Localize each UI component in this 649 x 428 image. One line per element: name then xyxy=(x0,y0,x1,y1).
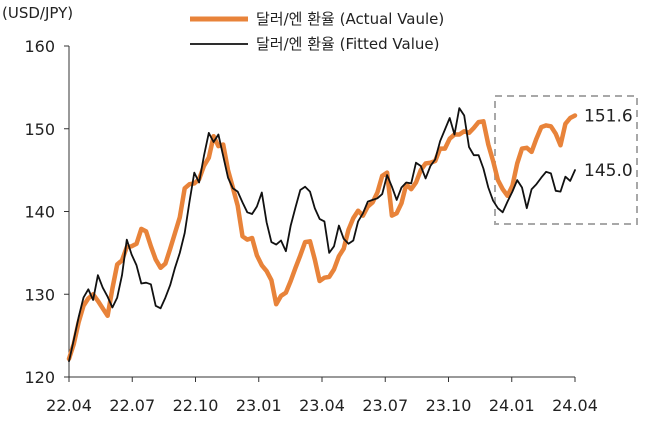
y-axis: 120 130 140 150 160 xyxy=(24,37,70,387)
legend: 달러/엔 환율 (Actual Vaule) 달러/엔 환율 (Fitted V… xyxy=(190,10,444,53)
y-tick-label: 150 xyxy=(24,120,55,139)
x-axis: 22.04 22.07 22.10 23.01 23.04 23.07 23.10 24.01… xyxy=(46,376,598,415)
x-tick-label: 22.04 xyxy=(46,396,92,415)
x-tick-label: 23.01 xyxy=(236,396,282,415)
x-tick-label: 24.01 xyxy=(489,396,535,415)
x-tick-label: 23.04 xyxy=(299,396,345,415)
y-tick-label: 160 xyxy=(24,37,55,56)
x-tick-label: 24.04 xyxy=(552,396,598,415)
legend-label-fitted: 달러/엔 환율 (Fitted Value) xyxy=(256,35,439,53)
x-tick-label: 23.10 xyxy=(426,396,472,415)
x-tick-label: 22.07 xyxy=(109,396,155,415)
end-value-label-fitted: 145.0 xyxy=(584,161,633,181)
end-value-label-actual: 151.6 xyxy=(584,107,633,127)
x-tick-label: 23.07 xyxy=(362,396,408,415)
y-tick-label: 130 xyxy=(24,285,55,304)
highlight-box xyxy=(494,95,638,225)
y-unit-label: (USD/JPY) xyxy=(2,4,73,22)
series-layer xyxy=(66,107,578,363)
series-line-actual xyxy=(66,113,578,362)
series-line-fitted xyxy=(68,107,576,363)
y-tick-label: 120 xyxy=(24,368,55,387)
x-tick-label: 22.10 xyxy=(173,396,219,415)
legend-label-actual: 달러/엔 환율 (Actual Vaule) xyxy=(256,10,444,28)
y-tick-label: 140 xyxy=(24,203,55,222)
